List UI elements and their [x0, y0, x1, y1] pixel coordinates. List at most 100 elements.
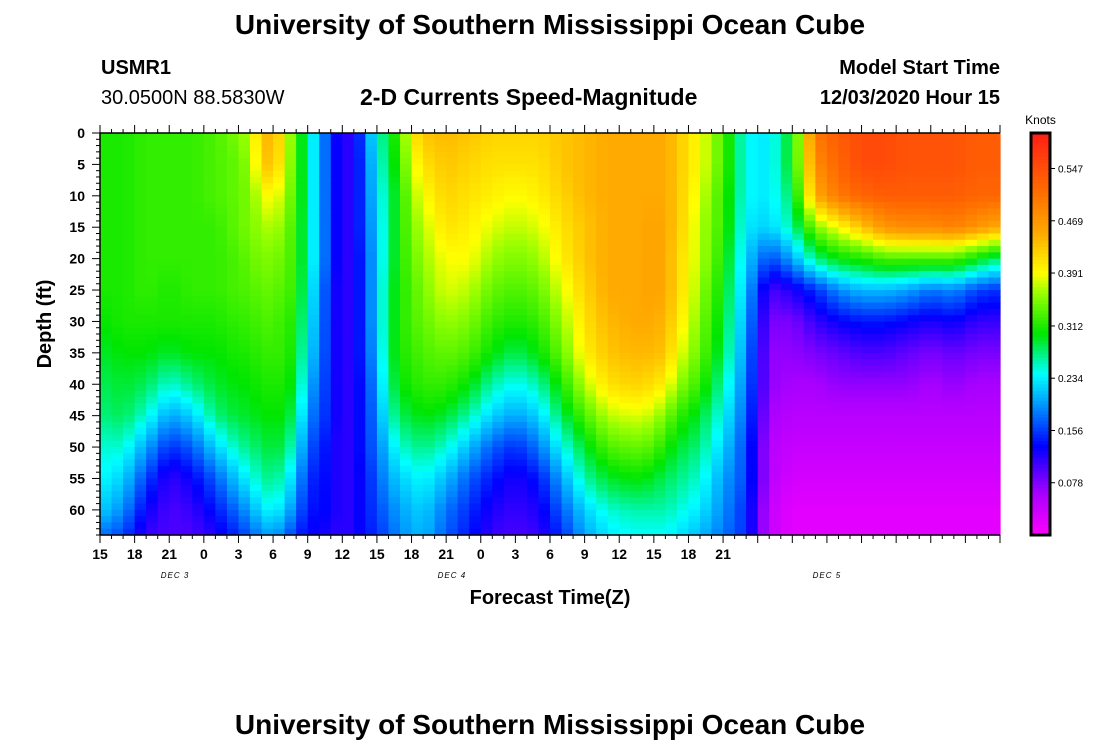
heatmap-cell [273, 308, 286, 316]
heatmap-cell [134, 459, 147, 467]
heatmap-cell [169, 283, 182, 291]
heatmap-cell [780, 308, 793, 316]
heatmap-cell [907, 453, 920, 461]
heatmap-cell [284, 252, 297, 260]
heatmap-cell [526, 472, 540, 480]
heatmap-cell [815, 415, 828, 423]
heatmap-cell [203, 271, 216, 279]
heatmap-cell [711, 334, 724, 341]
heatmap-cell [284, 315, 297, 323]
heatmap-cell [561, 396, 574, 404]
heatmap-cell [457, 139, 470, 147]
heatmap-cell [619, 509, 632, 517]
heatmap-cell [792, 522, 805, 530]
heatmap-cell [238, 321, 251, 329]
heatmap-cell [711, 214, 724, 222]
heatmap-cell [273, 428, 286, 436]
heatmap-cell [826, 220, 840, 228]
heatmap-cell [919, 491, 932, 498]
heatmap-cell [642, 227, 655, 235]
heatmap-cell [492, 290, 505, 297]
heatmap-cell [192, 409, 205, 417]
heatmap-cell [446, 459, 459, 467]
heatmap-cell [134, 516, 147, 524]
heatmap-cell [503, 522, 516, 530]
heatmap-cell [619, 252, 632, 260]
heatmap-cell [884, 434, 897, 442]
heatmap-cell [411, 202, 424, 209]
heatmap-cell [423, 396, 436, 404]
heatmap-cell [965, 296, 978, 304]
heatmap-cell [919, 315, 932, 323]
heatmap-cell [653, 271, 666, 279]
heatmap-cell [307, 170, 320, 178]
heatmap-cell [503, 227, 516, 235]
heatmap-cell [919, 308, 932, 316]
heatmap-cell [711, 258, 724, 266]
heatmap-cell [769, 321, 782, 329]
heatmap-cell [965, 233, 978, 241]
heatmap-cell [261, 315, 274, 323]
heatmap-cell [850, 327, 863, 335]
heatmap-cell [226, 434, 240, 442]
heatmap-cell [469, 246, 482, 253]
heatmap-cell [573, 302, 586, 310]
heatmap-cell [100, 465, 113, 473]
heatmap-cell [330, 472, 343, 480]
heatmap-cell [192, 151, 205, 159]
heatmap-cell [584, 264, 597, 272]
heatmap-cell [953, 170, 966, 178]
heatmap-cell [919, 220, 932, 228]
heatmap-cell [803, 491, 816, 498]
heatmap-cell [619, 170, 632, 178]
heatmap-cell [111, 516, 124, 524]
heatmap-cell [780, 246, 793, 253]
heatmap-cell [919, 340, 932, 348]
heatmap-cell [792, 403, 805, 410]
heatmap-cell [815, 396, 828, 404]
heatmap-cell [734, 484, 747, 492]
heatmap-cell [550, 239, 563, 247]
heatmap-cell [942, 183, 955, 191]
heatmap-cell [896, 208, 909, 216]
heatmap-cell [653, 321, 666, 329]
heatmap-cell [400, 296, 413, 304]
heatmap-cell [573, 522, 586, 530]
heatmap-cell [319, 283, 332, 291]
heatmap-cell [792, 352, 805, 360]
heatmap-cell [665, 428, 678, 436]
heatmap-cell [965, 421, 978, 429]
heatmap-cell [353, 503, 366, 511]
heatmap-cell [688, 277, 701, 285]
heatmap-cell [596, 421, 609, 429]
heatmap-cell [815, 384, 828, 392]
heatmap-cell [573, 208, 586, 216]
heatmap-cell [861, 371, 874, 379]
heatmap-cell [273, 327, 286, 335]
heatmap-cell [896, 491, 909, 498]
heatmap-cell [423, 428, 436, 436]
heatmap-cell [480, 352, 493, 360]
heatmap-cell [607, 183, 620, 191]
heatmap-cell [250, 421, 263, 429]
heatmap-cell [296, 453, 309, 461]
heatmap-cell [157, 133, 170, 140]
heatmap-cell [953, 158, 966, 166]
heatmap-cell [365, 340, 378, 348]
heatmap-cell [123, 434, 136, 442]
heatmap-cell [538, 290, 551, 297]
heatmap-cell [203, 440, 216, 448]
heatmap-cell [561, 340, 574, 348]
heatmap-cell [757, 258, 770, 266]
heatmap-cell [307, 528, 320, 536]
heatmap-cell [180, 440, 193, 448]
heatmap-cell [711, 308, 724, 316]
heatmap-cell [250, 208, 263, 216]
heatmap-cell [700, 522, 713, 530]
heatmap-cell [192, 440, 205, 448]
heatmap-cell [365, 246, 378, 253]
heatmap-cell [803, 202, 816, 209]
heatmap-cell [688, 233, 701, 241]
heatmap-cell [769, 340, 782, 348]
heatmap-cell [111, 176, 124, 184]
